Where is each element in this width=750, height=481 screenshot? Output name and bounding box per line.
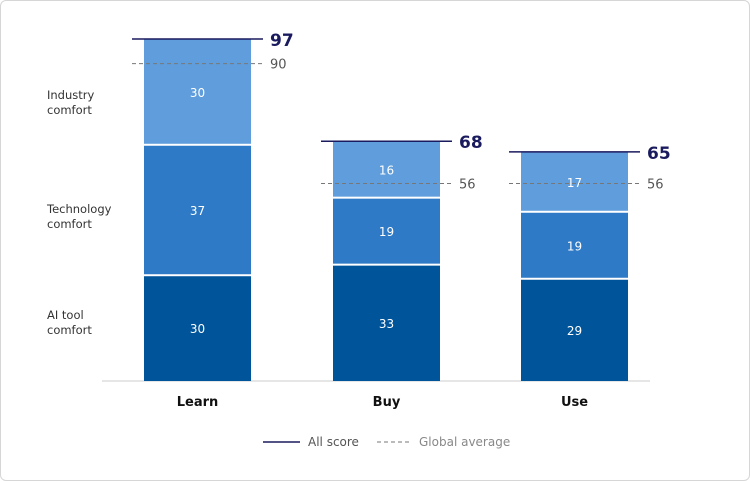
bar-segment [333, 198, 440, 264]
series-label: Technology comfort [46, 202, 112, 231]
bar-segment [333, 141, 440, 197]
legend-global-average-label: Global average [419, 435, 510, 449]
bar-segment [144, 145, 251, 275]
data-label: 17 [567, 176, 582, 190]
data-label: 37 [190, 204, 205, 218]
all-score-label: 65 [647, 144, 671, 164]
legend-all-score-label: All score [308, 435, 359, 449]
global-average-label: 56 [459, 178, 476, 193]
bar-segment [521, 151, 628, 211]
x-tick-label: Use [561, 395, 588, 410]
series-label: AI tool comfort [47, 308, 92, 337]
data-label: 30 [190, 86, 205, 100]
data-label: 19 [567, 239, 582, 253]
data-label: 33 [379, 317, 394, 331]
bar-segment [144, 39, 251, 144]
bar-segment [521, 212, 628, 278]
all-score-label: 68 [459, 133, 483, 153]
bar-segment [144, 276, 251, 381]
x-tick-label: Buy [373, 395, 401, 410]
bar-segment [521, 279, 628, 381]
data-label: 30 [190, 322, 205, 336]
global-average-label: 56 [647, 178, 664, 193]
global-average-label: 90 [270, 58, 287, 73]
bar-segment [333, 265, 440, 381]
data-label: 29 [567, 324, 582, 338]
data-label: 19 [379, 225, 394, 239]
data-label: 16 [379, 163, 394, 177]
series-label: Industry comfort [47, 88, 94, 117]
x-tick-label: Learn [177, 395, 219, 410]
all-score-label: 97 [270, 31, 294, 51]
